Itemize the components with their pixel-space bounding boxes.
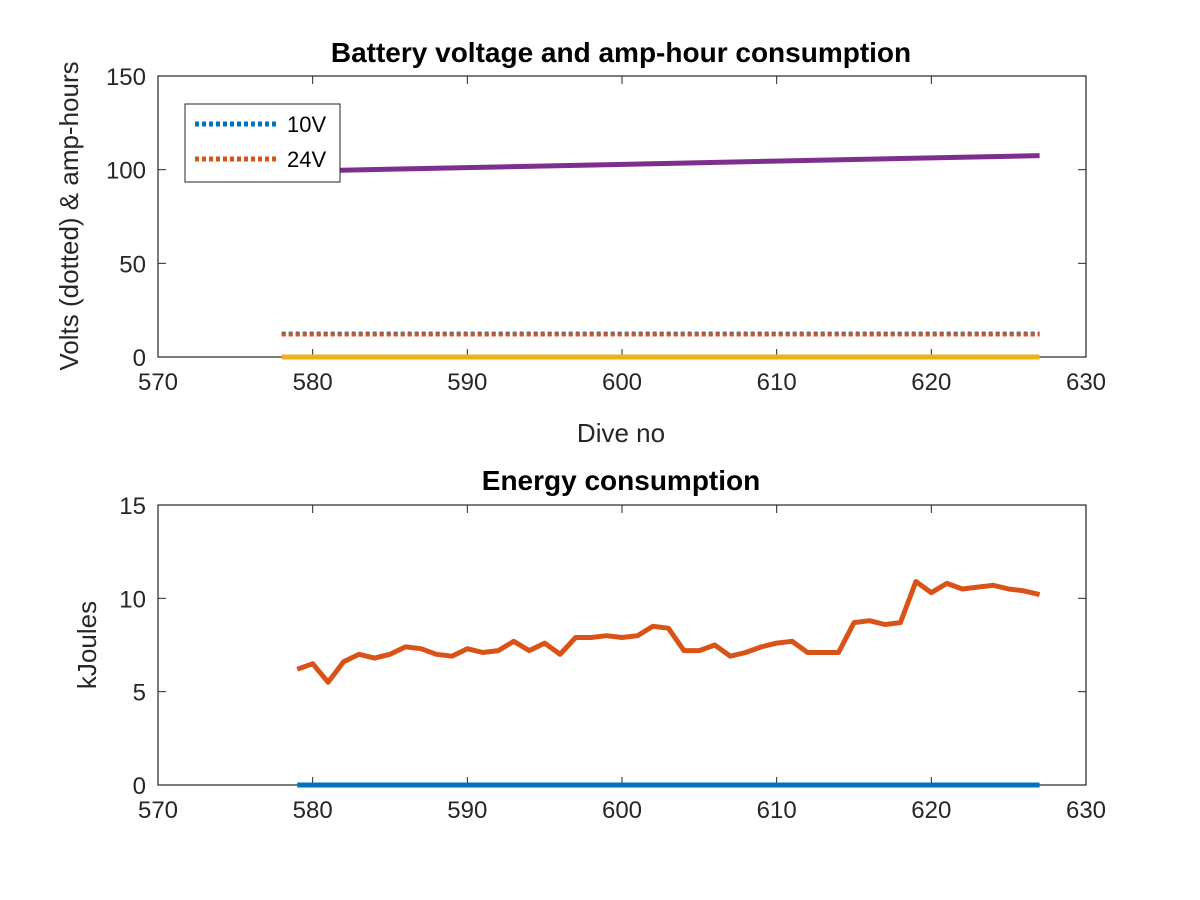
bottom-chart-ytick-label: 15	[119, 493, 146, 520]
bottom-chart-title: Energy consumption	[482, 465, 760, 496]
top-chart-xtick-label: 600	[602, 369, 642, 396]
bottom-chart-xtick-label: 580	[293, 797, 333, 824]
bottom-chart-xtick-label: 600	[602, 797, 642, 824]
top-chart-xtick-label: 630	[1066, 369, 1106, 396]
top-chart-xtick-label: 610	[757, 369, 797, 396]
bottom-chart-ticks: 570 580 590 600 610 620 630 0 5 10 15	[119, 493, 1106, 824]
legend-box	[184, 103, 341, 183]
bottom-chart: Energy consumption 570 580 590 600 610 620 630…	[72, 465, 1106, 824]
top-chart-ytick-label: 0	[133, 345, 146, 372]
bottom-chart-ytick-label: 5	[133, 680, 146, 707]
top-chart-title: Battery voltage and amp-hour consumption	[331, 37, 911, 68]
top-chart-ticks: 570 580 590 600 610 620 630 0 50 100 150	[106, 64, 1106, 396]
legend-label-10v: 10V	[287, 112, 326, 137]
bottom-chart-xtick-label: 610	[757, 797, 797, 824]
top-chart-ytick-label: 50	[119, 251, 146, 278]
bottom-chart-ytick-label: 0	[133, 773, 146, 800]
bottom-chart-xtick-label: 570	[138, 797, 178, 824]
top-chart-xtick-label: 580	[293, 369, 333, 396]
bottom-chart-axes-box	[157, 504, 1087, 786]
bottom-chart-series	[296, 579, 1041, 788]
bottom-chart-xtick-label: 590	[447, 797, 487, 824]
bottom-chart-ytick-label: 10	[119, 586, 146, 613]
legend: 10V 24V	[184, 103, 341, 183]
top-chart-xtick-label: 620	[911, 369, 951, 396]
top-chart-xlabel: Dive no	[577, 418, 665, 448]
legend-label-24v: 24V	[287, 147, 326, 172]
top-chart-ytick-label: 100	[106, 158, 146, 185]
top-chart-xtick-label: 570	[138, 369, 178, 396]
top-chart-xtick-label: 590	[447, 369, 487, 396]
top-chart-ylabel: Volts (dotted) & amp-hours	[54, 61, 84, 370]
bottom-chart-series-line-d95319	[296, 579, 1041, 685]
bottom-chart-ylabel: kJoules	[72, 601, 102, 689]
top-chart: Battery voltage and amp-hour consumption…	[54, 37, 1106, 448]
bottom-chart-xtick-label: 620	[911, 797, 951, 824]
top-chart-series-line-7e2f8e	[281, 153, 1040, 174]
top-chart-ytick-label: 150	[106, 64, 146, 91]
bottom-chart-xtick-label: 630	[1066, 797, 1106, 824]
top-chart-series	[281, 153, 1040, 360]
